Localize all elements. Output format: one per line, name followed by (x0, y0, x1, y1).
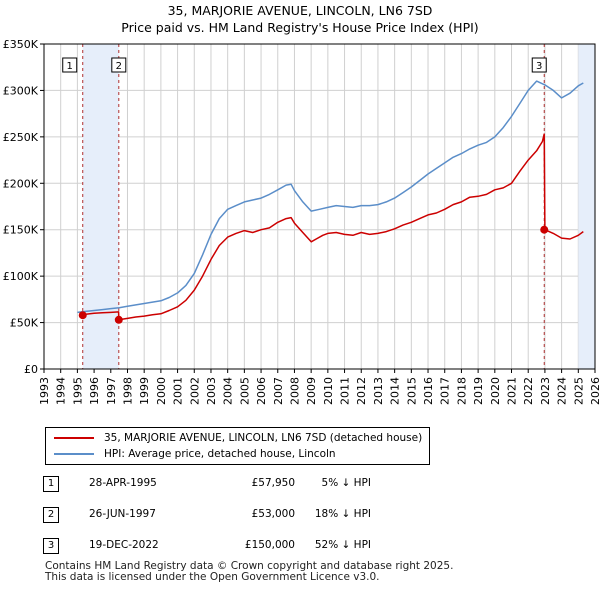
y-tick-label: £150K (3, 224, 39, 237)
x-tick-label: 1995 (71, 377, 84, 405)
sale-badge-label: 3 (536, 61, 542, 72)
sale-row: 1 28-APR-1995 £57,950 5% ↓ HPI (43, 474, 463, 494)
sale-hpi-diff: 52% ↓ HPI (314, 539, 371, 551)
y-tick-label: £0 (24, 363, 38, 376)
x-tick-label: 2019 (472, 377, 485, 405)
plot-area (44, 44, 595, 369)
x-tick-label: 2022 (522, 377, 535, 405)
y-tick-label: £250K (3, 131, 39, 144)
x-tick-label: 2013 (372, 377, 385, 405)
sale-hpi-diff: 5% ↓ HPI (321, 477, 371, 489)
x-tick-label: 2000 (155, 377, 168, 405)
x-tick-label: 2006 (255, 377, 268, 405)
y-tick-label: £200K (3, 177, 39, 190)
x-tick-label: 2003 (205, 377, 218, 405)
y-tick-label: £100K (3, 270, 39, 283)
footer-licence: This data is licensed under the Open Gov… (45, 571, 380, 583)
x-tick-label: 2015 (405, 377, 418, 405)
sale-badge-label: 2 (116, 61, 122, 72)
x-tick-label: 2008 (288, 377, 301, 405)
sale-point (78, 311, 87, 320)
shaded-region (578, 44, 595, 369)
legend: 35, MARJORIE AVENUE, LINCOLN, LN6 7SD (d… (45, 427, 430, 465)
shaded-region (82, 44, 119, 369)
sale-row: 2 26-JUN-1997 £53,000 18% ↓ HPI (43, 505, 463, 525)
sale-badge-box (111, 57, 127, 73)
footer-copyright: Contains HM Land Registry data © Crown c… (45, 560, 454, 572)
plot-frame (43, 43, 596, 370)
x-tick-label: 2007 (272, 377, 285, 405)
x-tick-label: 1993 (38, 377, 51, 405)
x-tick-label: 2025 (572, 377, 585, 405)
sale-badge-box (531, 57, 547, 73)
x-tick-label: 2021 (506, 377, 519, 405)
x-tick-label: 2005 (238, 377, 251, 405)
x-tick-label: 2023 (539, 377, 552, 405)
legend-item-hpi: HPI: Average price, detached house, Linc… (54, 447, 336, 461)
x-tick-label: 2014 (389, 377, 402, 405)
x-tick-label: 2016 (422, 377, 435, 405)
x-tick-label: 2004 (222, 377, 235, 405)
x-tick-label: 2010 (322, 377, 335, 405)
x-tick-label: 2002 (188, 377, 201, 405)
x-tick-label: 2020 (489, 377, 502, 405)
sale-point (540, 225, 549, 234)
x-tick-label: 2009 (305, 377, 318, 405)
sale-badge-label: 1 (67, 61, 73, 72)
sale-price: £53,000 (251, 508, 295, 520)
sale-point (114, 315, 123, 324)
x-tick-label: 2026 (589, 377, 600, 405)
y-tick-label: £300K (3, 84, 39, 97)
y-tick-label: £350K (3, 38, 39, 51)
sale-price: £150,000 (244, 539, 295, 551)
y-tick-label: £50K (10, 317, 39, 330)
sale-hpi-diff: 18% ↓ HPI (314, 508, 371, 520)
sale-badge-box (62, 57, 78, 73)
x-tick-label: 2001 (172, 377, 185, 405)
x-tick-label: 1999 (138, 377, 151, 405)
sale-price: £57,950 (251, 477, 295, 489)
x-tick-label: 2011 (339, 377, 352, 405)
x-tick-label: 2018 (455, 377, 468, 405)
x-tick-label: 2017 (439, 377, 452, 405)
legend-swatch-hpi (54, 453, 94, 455)
sale-number-badge: 2 (43, 507, 59, 523)
sale-date: 19-DEC-2022 (89, 539, 159, 551)
x-tick-label: 1996 (88, 377, 101, 405)
sale-number-badge: 1 (43, 476, 59, 492)
legend-item-property: 35, MARJORIE AVENUE, LINCOLN, LN6 7SD (d… (54, 431, 422, 445)
legend-label-property: 35, MARJORIE AVENUE, LINCOLN, LN6 7SD (d… (104, 432, 423, 444)
sale-number-badge: 3 (43, 538, 59, 554)
x-tick-label: 2024 (556, 377, 569, 405)
sale-date: 26-JUN-1997 (89, 508, 156, 520)
sale-date: 28-APR-1995 (89, 477, 157, 489)
x-tick-label: 2012 (355, 377, 368, 405)
legend-swatch-property (54, 437, 94, 439)
sale-row: 3 19-DEC-2022 £150,000 52% ↓ HPI (43, 536, 463, 556)
x-tick-label: 1997 (105, 377, 118, 405)
x-tick-label: 1994 (55, 377, 68, 405)
property-price-line (82, 133, 584, 321)
chart-subtitle: Price paid vs. HM Land Registry's House … (121, 20, 479, 35)
hpi-line (77, 80, 584, 314)
legend-label-hpi: HPI: Average price, detached house, Linc… (104, 448, 336, 460)
price-chart: 1 2 3 £0 £50K £100K £150K £200K £250K £300K £350K… (3, 38, 600, 405)
chart-title: 35, MARJORIE AVENUE, LINCOLN, LN6 7SD (167, 3, 433, 18)
x-tick-label: 1998 (121, 377, 134, 405)
